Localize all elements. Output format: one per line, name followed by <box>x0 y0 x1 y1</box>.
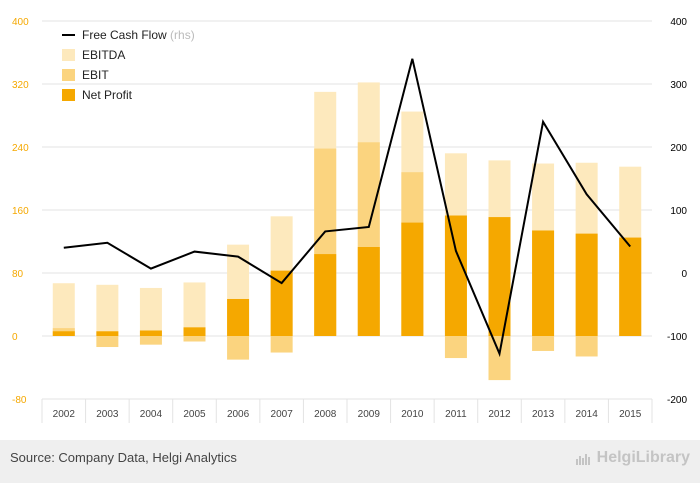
footer: Source: Company Data, Helgi Analytics He… <box>0 440 700 483</box>
legend-suffix: (rhs) <box>167 28 195 42</box>
line-free-cash-flow <box>63 58 631 358</box>
legend: Free Cash Flow (rhs) EBITDA EBIT Net Profit <box>62 28 195 102</box>
right-tick-label: 100 <box>670 206 687 217</box>
left-tick-label: 160 <box>12 206 29 217</box>
x-tick-label: 2004 <box>140 409 163 420</box>
right-tick-label: -100 <box>667 332 687 343</box>
bar-net-profit <box>314 254 337 336</box>
bar-ebitda <box>139 287 162 336</box>
legend-swatch <box>62 89 75 101</box>
bar-net-profit <box>270 270 293 336</box>
bar-ebit <box>444 336 467 359</box>
bar-ebit <box>227 336 250 360</box>
x-tick-label: 2005 <box>183 409 206 420</box>
legend-label: EBITDA <box>82 48 125 62</box>
x-axis: 2002 2003 2004 2005 2006 2007 2008 2009 2010 2011… <box>41 399 653 423</box>
bar-net-profit <box>227 298 250 336</box>
bar-net-profit <box>444 215 467 336</box>
bar-net-profit <box>52 331 75 336</box>
legend-swatch <box>62 69 75 81</box>
line-series <box>63 58 631 358</box>
x-tick-label: 2002 <box>53 409 76 420</box>
bar-net-profit <box>183 327 206 336</box>
bar-ebitda <box>96 284 119 336</box>
legend-label: EBIT <box>82 68 109 82</box>
right-tick-label: 300 <box>670 80 687 91</box>
left-tick-label: 320 <box>12 80 29 91</box>
bar-net-profit <box>575 233 598 336</box>
bar-ebit <box>270 336 293 353</box>
bar-net-profit <box>488 217 511 336</box>
bar-net-profit <box>532 230 555 336</box>
bar-net-profit <box>96 331 119 336</box>
bar-ebit <box>532 336 555 351</box>
x-tick-label: 2003 <box>96 409 119 420</box>
brand-name: HelgiLibrary <box>596 449 690 466</box>
legend-swatch <box>62 49 75 61</box>
x-tick-label: 2009 <box>358 409 381 420</box>
right-axis: -200 -100 0 100 200 300 400 <box>667 17 687 406</box>
left-tick-label: 80 <box>12 269 24 280</box>
legend-label: Net Profit <box>82 88 133 102</box>
left-axis: -80 0 80 160 240 320 400 <box>12 17 29 406</box>
bar-net-profit <box>139 330 162 336</box>
right-tick-label: 200 <box>670 143 687 154</box>
legend-label: Free Cash Flow (rhs) <box>82 28 195 42</box>
x-tick-label: 2012 <box>488 409 511 420</box>
library-icon <box>575 454 590 465</box>
x-tick-label: 2015 <box>619 409 642 420</box>
right-tick-label: 0 <box>681 269 687 280</box>
left-tick-label: 240 <box>12 143 29 154</box>
bar-net-profit <box>357 247 380 336</box>
bar-ebitda <box>52 283 75 336</box>
right-tick-label: 400 <box>670 17 687 28</box>
bar-ebitda <box>183 282 206 336</box>
bar-ebit <box>488 336 511 381</box>
bar-net-profit <box>619 237 642 336</box>
source-note: Source: Company Data, Helgi Analytics <box>10 450 237 465</box>
x-tick-label: 2008 <box>314 409 337 420</box>
bar-series <box>52 82 642 381</box>
left-tick-label: -80 <box>12 395 27 406</box>
x-tick-label: 2007 <box>271 409 294 420</box>
bar-ebit <box>96 336 119 348</box>
gridlines <box>42 20 652 400</box>
brand-logo: HelgiLibrary <box>575 449 690 467</box>
x-tick-label: 2006 <box>227 409 250 420</box>
bar-net-profit <box>401 222 424 336</box>
left-tick-label: 0 <box>12 332 18 343</box>
bar-ebit <box>183 336 206 342</box>
x-tick-label: 2010 <box>401 409 424 420</box>
x-tick-label: 2011 <box>445 409 467 420</box>
right-tick-label: -200 <box>667 395 687 406</box>
bar-ebit <box>139 336 162 345</box>
bar-ebit <box>575 336 598 357</box>
x-tick-label: 2014 <box>576 409 599 420</box>
x-tick-label: 2013 <box>532 409 555 420</box>
left-tick-label: 400 <box>12 17 29 28</box>
